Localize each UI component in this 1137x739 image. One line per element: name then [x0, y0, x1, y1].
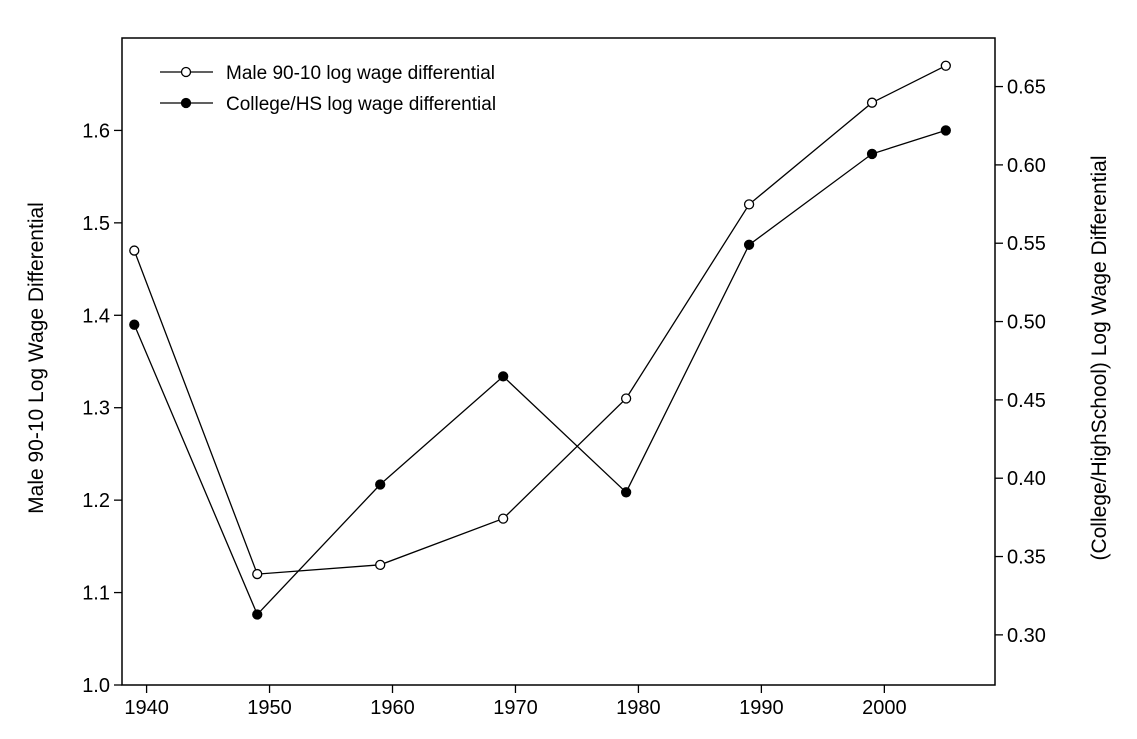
- legend-label-college: College/HS log wage differential: [226, 94, 496, 115]
- y-right-tick-label: 0.65: [1007, 77, 1046, 99]
- y-axis-left-title: Male 90-10 Log Wage Differential: [25, 202, 48, 514]
- x-tick-label: 1970: [493, 697, 538, 719]
- series-1-point: [866, 148, 878, 160]
- x-tick-label: 1980: [616, 697, 661, 719]
- y-right-tick-label: 0.45: [1007, 390, 1046, 412]
- y-axis-right-title: (College/HighSchool) Log Wage Differenti…: [1088, 155, 1111, 560]
- series-0-point: [620, 393, 632, 404]
- y-left-tick-label: 1.5: [82, 213, 110, 235]
- y-left-tick-label: 1.6: [82, 120, 110, 142]
- legend-marker-college: [180, 97, 192, 109]
- series-0-point: [866, 97, 878, 108]
- x-tick-label: 1990: [739, 697, 784, 719]
- y-left-tick-label: 1.2: [82, 490, 110, 512]
- series-0-point: [940, 60, 951, 71]
- series-layer: [129, 60, 951, 620]
- series-1-point: [129, 319, 140, 330]
- series-0-point: [129, 245, 140, 256]
- series-1-point: [375, 479, 386, 490]
- y-left-tick-label: 1.3: [82, 398, 110, 420]
- x-tick-label: 1960: [370, 697, 415, 719]
- y-right-tick-label: 0.60: [1007, 155, 1046, 177]
- series-1-point: [498, 371, 509, 382]
- series-0-point: [375, 559, 386, 570]
- y-axis-left: 1.0 1.1 1.2 1.3 1.4 1.5 1.6: [82, 120, 122, 697]
- y-right-tick-label: 0.50: [1007, 312, 1046, 334]
- series-1-point: [252, 609, 263, 620]
- series-0-point: [743, 199, 755, 210]
- x-axis: 1940 1950 1960 1970 1980 1990 2000: [124, 685, 907, 719]
- y-right-tick-label: 0.35: [1007, 547, 1046, 569]
- plot-frame: [121, 37, 996, 686]
- legend: Male 90-10 log wage differential College…: [160, 63, 496, 115]
- series-line-0: [133, 65, 947, 575]
- series-1-point: [620, 487, 632, 498]
- series-0-point: [252, 568, 263, 580]
- y-right-tick-label: 0.30: [1007, 625, 1046, 647]
- series-line-1: [133, 129, 946, 616]
- x-tick-label: 1950: [247, 697, 292, 719]
- y-left-tick-label: 1.1: [82, 583, 110, 605]
- y-left-tick-label: 1.0: [82, 675, 110, 697]
- y-right-tick-label: 0.55: [1007, 233, 1046, 255]
- y-axis-right: 0.30 0.35 0.40 0.45 0.50 0.55 0.60 0.65: [995, 77, 1046, 647]
- series-0-point: [498, 513, 509, 524]
- x-tick-label: 1940: [124, 697, 169, 719]
- legend-label-male: Male 90-10 log wage differential: [226, 63, 495, 84]
- x-tick-label: 2000: [862, 697, 907, 719]
- series-1-point: [940, 125, 951, 136]
- series-1-point: [743, 239, 755, 250]
- y-left-tick-label: 1.4: [82, 305, 110, 327]
- y-right-tick-label: 0.40: [1007, 468, 1046, 490]
- legend-marker-male: [180, 66, 192, 78]
